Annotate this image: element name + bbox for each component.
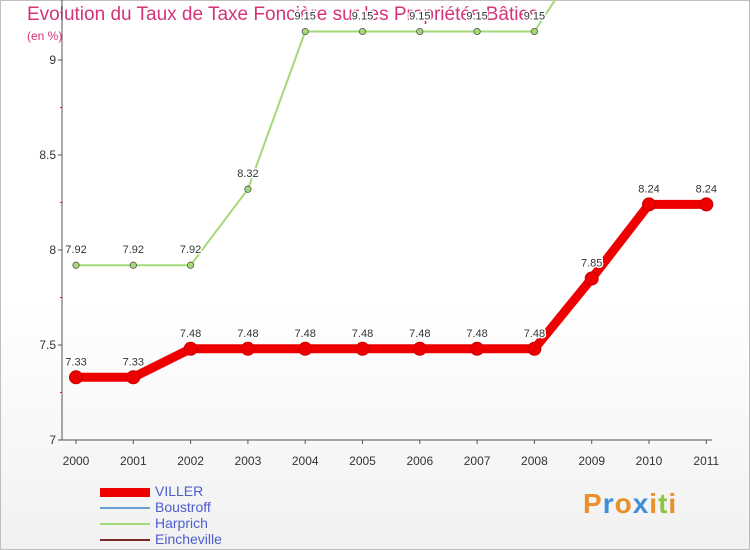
- y-tick-label: 7: [49, 433, 56, 447]
- data-label: 7.48: [237, 328, 258, 340]
- x-tick-label: 2001: [120, 454, 147, 468]
- series-line: [71, 199, 711, 382]
- data-point: [470, 341, 485, 356]
- data-point: [240, 341, 255, 356]
- data-label: 7.48: [466, 328, 487, 340]
- data-label: 7.33: [123, 356, 144, 368]
- data-point: [72, 261, 80, 269]
- y-tick-label: 8: [49, 243, 56, 257]
- data-label: 7.85: [581, 258, 602, 270]
- x-tick-label: 2011: [693, 454, 719, 468]
- data-label: 7.92: [65, 244, 86, 256]
- x-tick-label: 2005: [349, 454, 376, 468]
- data-point: [355, 341, 370, 356]
- data-point: [69, 370, 83, 385]
- legend-swatch: [100, 488, 150, 497]
- data-point: [527, 341, 542, 356]
- legend-label: Boustroff: [155, 499, 211, 515]
- data-point: [244, 185, 252, 193]
- data-label: 7.33: [65, 356, 86, 368]
- data-label: 7.48: [409, 328, 430, 340]
- logo-letter: r: [602, 488, 615, 519]
- data-label: 7.48: [524, 328, 545, 340]
- data-label: 7.48: [352, 328, 373, 340]
- data-label: 7.48: [294, 328, 315, 340]
- data-point: [301, 27, 309, 36]
- data-point: [183, 341, 198, 356]
- data-label: 8.24: [696, 183, 717, 195]
- data-point: [530, 27, 538, 36]
- data-label: 9.15: [524, 11, 545, 23]
- legend-swatch: [100, 507, 150, 509]
- logo-letter: i: [649, 488, 659, 519]
- data-point: [584, 271, 599, 286]
- legend-label: VILLER: [155, 483, 204, 499]
- legend-label: Eincheville: [155, 531, 222, 547]
- proxiti-logo: Proxiti: [583, 488, 677, 520]
- y-tick-label: 8.5: [39, 148, 56, 162]
- data-label: 8.24: [638, 183, 659, 195]
- x-tick-label: 2009: [578, 454, 605, 468]
- x-tick-label: 2003: [235, 454, 262, 468]
- x-tick-label: 2000: [63, 454, 90, 468]
- data-label: 9.15: [466, 11, 487, 23]
- data-point: [642, 197, 656, 212]
- data-point: [129, 261, 137, 269]
- data-label: 9.15: [409, 11, 430, 23]
- logo-letter: P: [583, 488, 603, 519]
- legend-label: Harprich: [155, 515, 208, 531]
- chart-unit-label: (en %): [27, 29, 63, 43]
- x-tick-label: 2008: [521, 454, 548, 468]
- chart-title: Evolution du Taux de Taxe Foncière sur l…: [27, 4, 539, 25]
- data-point: [187, 261, 195, 269]
- logo-letter: i: [668, 488, 678, 519]
- legend-swatch: [100, 539, 150, 541]
- y-tick-label: 9: [49, 53, 56, 67]
- x-tick-label: 2004: [292, 454, 319, 468]
- data-point: [412, 341, 427, 356]
- x-tick-label: 2007: [464, 454, 491, 468]
- legend-swatch: [100, 523, 150, 525]
- series-line: [75, 0, 557, 267]
- data-label: 9.15: [294, 11, 315, 23]
- data-label: 8.32: [237, 168, 258, 180]
- data-point: [473, 27, 481, 36]
- logo-letter: o: [614, 488, 633, 519]
- x-tick-label: 2006: [406, 454, 433, 468]
- data-point: [298, 341, 313, 356]
- data-point: [416, 27, 424, 36]
- x-tick-label: 2010: [636, 454, 663, 468]
- data-point: [699, 197, 714, 212]
- data-label: 7.92: [180, 244, 201, 256]
- x-tick-label: 2002: [177, 454, 204, 468]
- data-label: 7.48: [180, 328, 201, 340]
- data-label: 9.15: [352, 11, 373, 23]
- data-point: [358, 27, 367, 36]
- logo-letter: t: [658, 488, 669, 519]
- y-tick-label: 7.5: [39, 338, 56, 352]
- data-point: [126, 370, 141, 385]
- logo-letter: x: [632, 488, 650, 519]
- data-label: 7.92: [123, 244, 144, 256]
